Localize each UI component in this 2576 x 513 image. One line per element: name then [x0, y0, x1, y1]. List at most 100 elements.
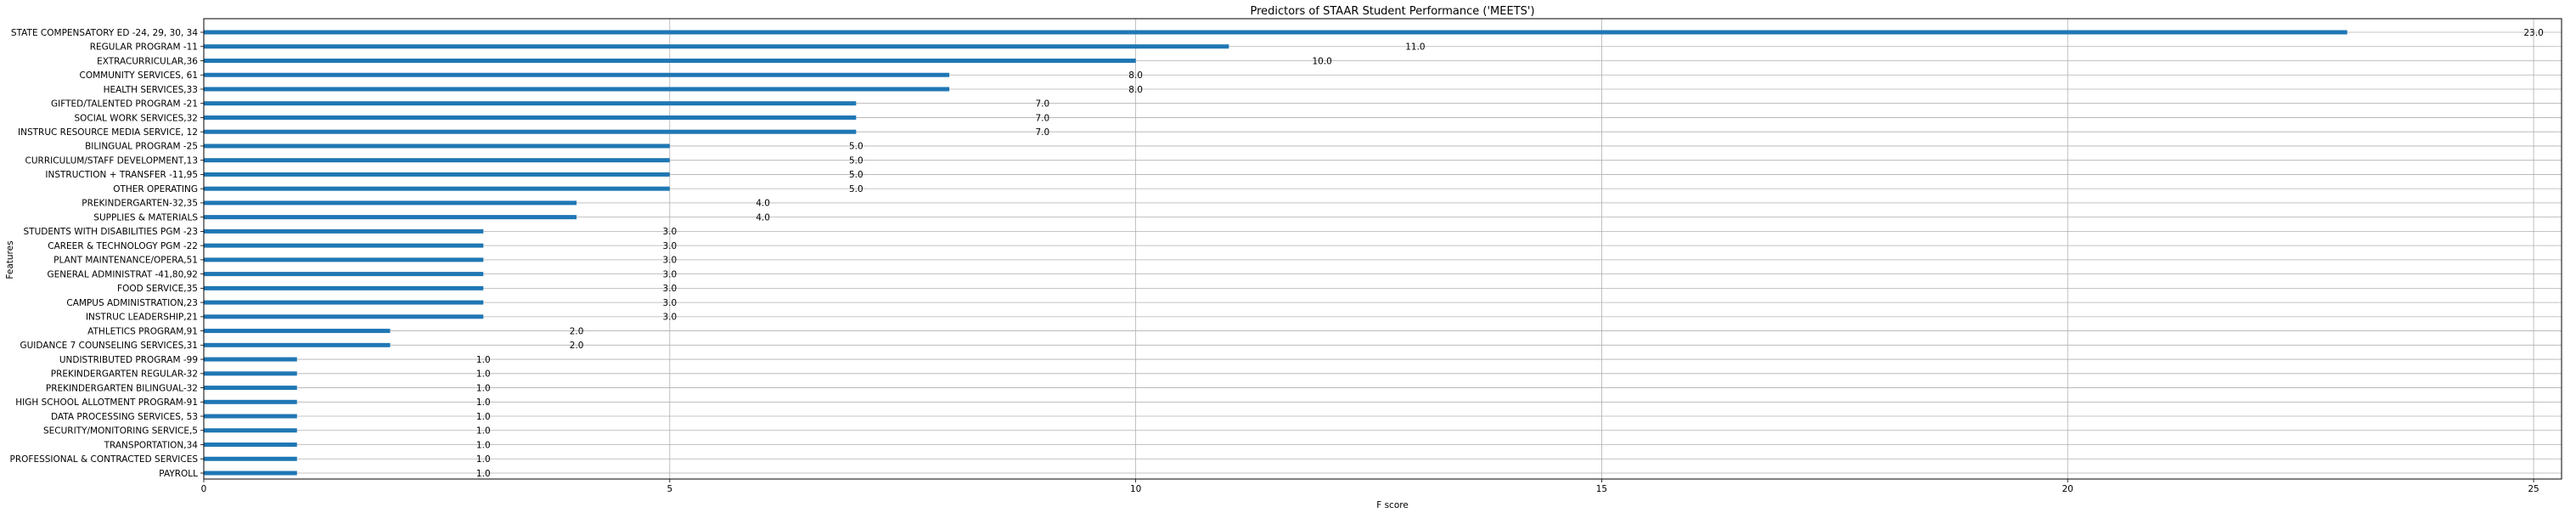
value-label: 5.0 — [849, 155, 863, 166]
value-label: 5.0 — [849, 170, 863, 180]
value-label: 7.0 — [1036, 99, 1050, 110]
y-tick-label: INSTRUC RESOURCE MEDIA SERVICE, 12 — [18, 127, 198, 138]
value-label: 23.0 — [2523, 28, 2543, 38]
value-label: 3.0 — [662, 313, 677, 323]
y-tick-label: EXTRACURRICULAR,36 — [97, 56, 198, 66]
bar — [204, 158, 670, 163]
y-tick-label: CAREER & TECHNOLOGY PGM -22 — [48, 241, 198, 251]
bar — [204, 87, 950, 92]
y-tick-label: PLANT MAINTENANCE/OPERA,51 — [53, 256, 198, 266]
y-tick-label: PREKINDERGARTEN BILINGUAL-32 — [46, 383, 198, 393]
y-tick-labels: STATE COMPENSATORY ED -24, 29, 30, 34 REG… — [10, 28, 204, 479]
y-tick-label: SOCIAL WORK SERVICES,32 — [74, 113, 198, 123]
x-tick-label: 15 — [1596, 484, 1607, 494]
y-tick-label: OTHER OPERATING — [113, 184, 198, 194]
value-label: 4.0 — [756, 212, 770, 223]
bar — [204, 228, 484, 234]
value-label: 8.0 — [1128, 70, 1143, 81]
bar — [204, 101, 857, 106]
x-tick-label: 10 — [1130, 484, 1141, 494]
y-tick-label: PROFESSIONAL & CONTRACTED SERVICES — [10, 454, 199, 465]
value-label: 1.0 — [476, 454, 491, 465]
y-tick-label: BILINGUAL PROGRAM -25 — [85, 142, 198, 152]
y-tick-label: GUIDANCE 7 COUNSELING SERVICES,31 — [20, 341, 198, 351]
x-axis-label: F score — [1376, 500, 1409, 510]
bar — [204, 428, 297, 433]
y-tick-label: SECURITY/MONITORING SERVICE,5 — [43, 426, 198, 437]
value-label: 2.0 — [570, 341, 584, 351]
bar — [204, 300, 484, 305]
value-label: 1.0 — [476, 426, 491, 437]
x-tick-label: 5 — [666, 484, 672, 494]
bar — [204, 30, 2348, 35]
value-label: 11.0 — [1405, 42, 1425, 53]
y-tick-label: PREKINDERGARTEN-32,35 — [82, 199, 198, 209]
bar — [204, 443, 297, 448]
bar — [204, 471, 297, 476]
value-label: 3.0 — [662, 298, 677, 308]
value-label: 1.0 — [476, 383, 491, 393]
bar — [204, 399, 297, 404]
value-label: 3.0 — [662, 241, 677, 251]
value-label: 2.0 — [570, 326, 584, 336]
value-label: 4.0 — [756, 199, 770, 209]
y-tick-label: HEALTH SERVICES,33 — [104, 85, 198, 95]
value-label: 1.0 — [476, 469, 491, 479]
bar — [204, 386, 297, 391]
value-label: 1.0 — [476, 397, 491, 408]
y-tick-label: PAYROLL — [159, 469, 198, 479]
value-label: 3.0 — [662, 227, 677, 237]
value-label: 1.0 — [476, 355, 491, 365]
value-label: 10.0 — [1312, 56, 1331, 66]
bars — [204, 30, 2348, 476]
y-tick-label: TRANSPORTATION,34 — [104, 440, 199, 450]
y-tick-label: GIFTED/TALENTED PROGRAM -21 — [51, 99, 198, 110]
y-tick-label: COMMUNITY SERVICES, 61 — [80, 70, 198, 81]
value-label: 8.0 — [1128, 85, 1143, 95]
y-tick-label: UNDISTRIBUTED PROGRAM -99 — [59, 355, 198, 365]
value-label: 7.0 — [1036, 127, 1050, 138]
bar — [204, 314, 484, 319]
y-tick-label: DATA PROCESSING SERVICES, 53 — [51, 412, 198, 422]
value-label: 5.0 — [849, 184, 863, 194]
bar — [204, 186, 670, 191]
value-label: 3.0 — [662, 256, 677, 266]
bar — [204, 58, 1136, 63]
bar — [204, 357, 297, 362]
bar — [204, 72, 950, 77]
y-tick-label: STATE COMPENSATORY ED -24, 29, 30, 34 — [11, 28, 198, 38]
y-tick-label: CURRICULUM/STAFF DEVELOPMENT,13 — [25, 155, 198, 166]
bar — [204, 144, 670, 149]
value-label: 1.0 — [476, 412, 491, 422]
y-tick-label: STUDENTS WITH DISABILITIES PGM -23 — [23, 227, 198, 237]
value-label: 5.0 — [849, 142, 863, 152]
bar — [204, 456, 297, 461]
y-tick-label: SUPPLIES & MATERIALS — [93, 212, 198, 223]
bar — [204, 272, 484, 277]
bar — [204, 371, 297, 376]
bar — [204, 200, 577, 206]
bar — [204, 342, 391, 347]
y-tick-label: REGULAR PROGRAM -11 — [90, 42, 198, 53]
y-tick-label: INSTRUC LEADERSHIP,21 — [86, 313, 198, 323]
bar — [204, 329, 391, 334]
value-label: 3.0 — [662, 269, 677, 279]
bar — [204, 129, 857, 134]
bar — [204, 414, 297, 419]
x-tick-labels: 0 5 10 15 20 25 — [201, 479, 2539, 494]
bar — [204, 243, 484, 248]
bar — [204, 285, 484, 290]
x-tick-label: 25 — [2528, 484, 2539, 494]
value-label: 7.0 — [1036, 113, 1050, 123]
bar — [204, 257, 484, 262]
x-tick-label: 20 — [2062, 484, 2073, 494]
bar — [204, 215, 577, 220]
bar — [204, 44, 1229, 49]
x-tick-label: 0 — [201, 484, 207, 494]
y-tick-label: GENERAL ADMINISTRAT -41,80,92 — [48, 269, 199, 279]
chart-title: Predictors of STAAR Student Performance … — [1250, 5, 1534, 18]
value-label: 1.0 — [476, 369, 491, 380]
plot-frame — [203, 18, 2562, 480]
y-tick-label: HIGH SCHOOL ALLOTMENT PROGRAM-91 — [15, 397, 198, 408]
